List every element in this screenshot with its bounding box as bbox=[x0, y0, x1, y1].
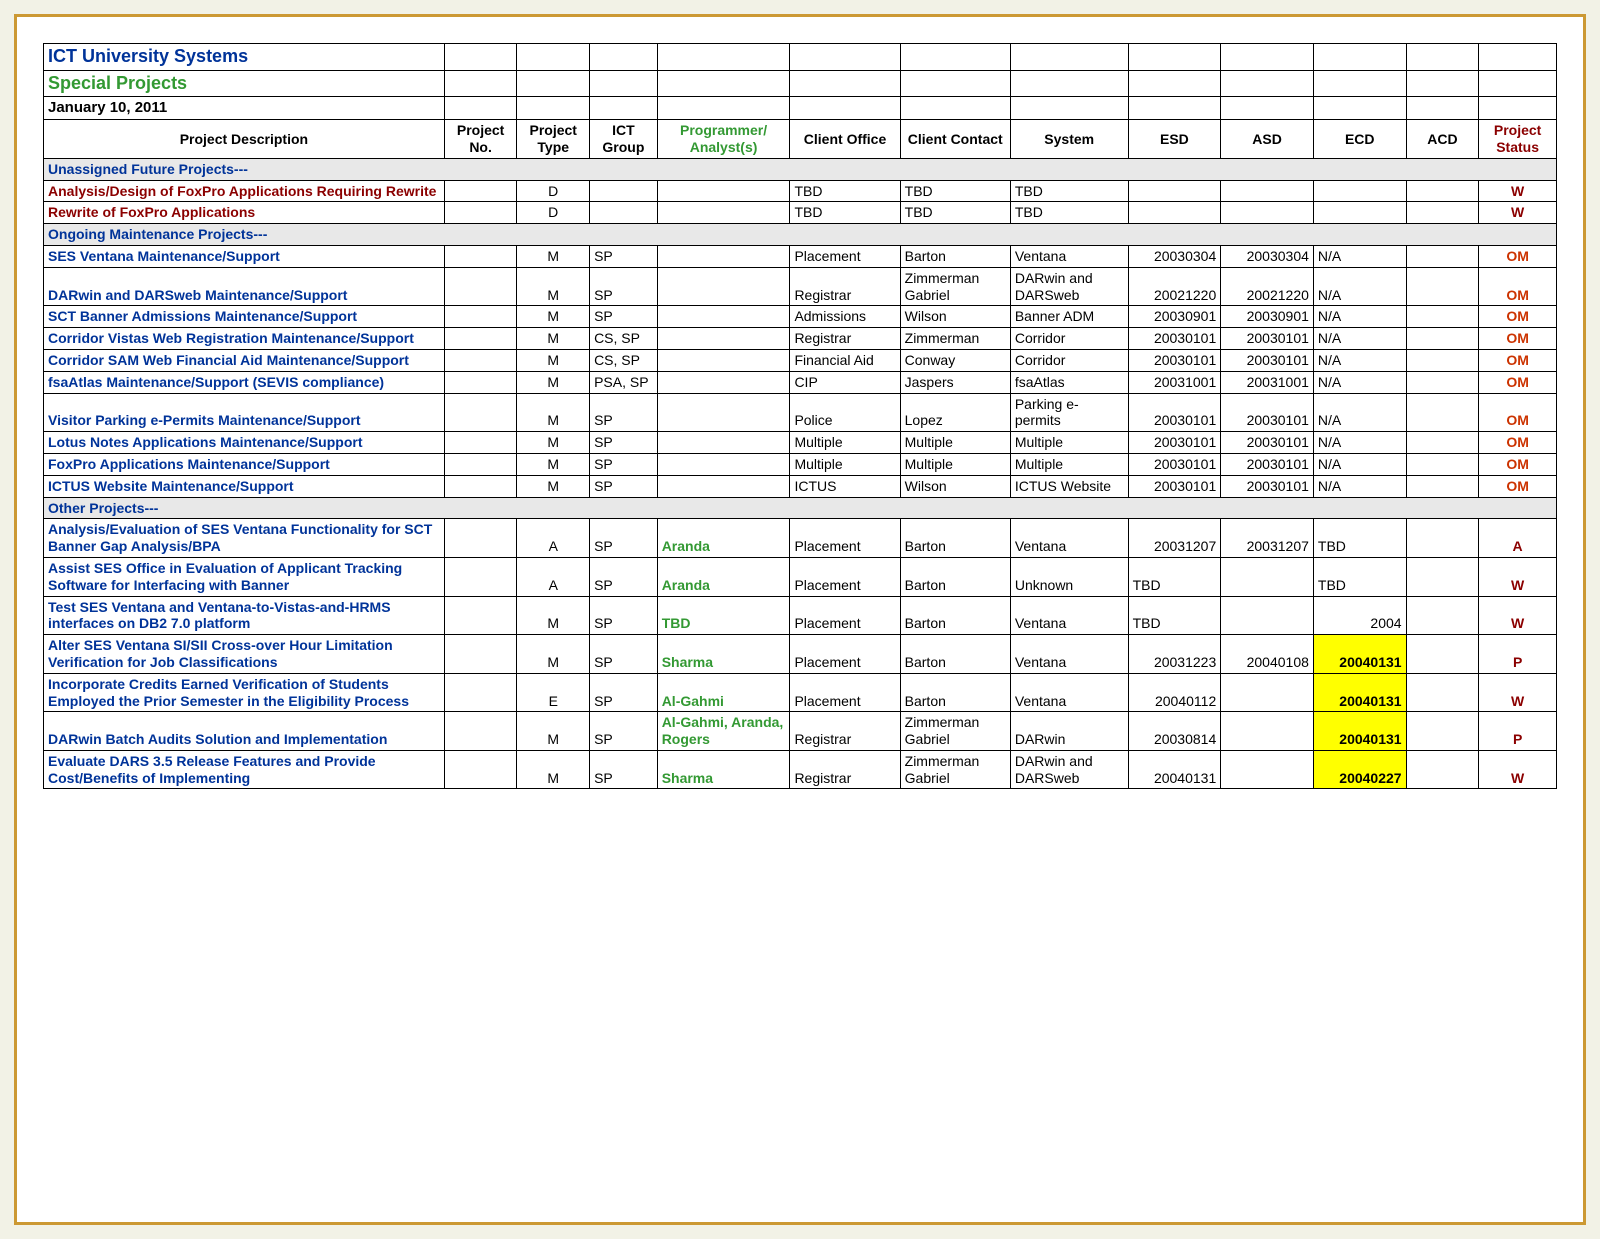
col-system: System bbox=[1010, 120, 1128, 159]
column-header-row: Project Description Project No. Project … bbox=[44, 120, 1557, 159]
col-asd: ASD bbox=[1221, 120, 1314, 159]
title-row-org: ICT University Systems bbox=[44, 44, 1557, 71]
table-row[interactable]: Test SES Ventana and Ventana-to-Vistas-a… bbox=[44, 596, 1557, 635]
special-title: Special Projects bbox=[44, 70, 445, 97]
table-row[interactable]: Analysis/Design of FoxPro Applications R… bbox=[44, 180, 1557, 202]
project-table: ICT University Systems Special Projects … bbox=[43, 43, 1557, 789]
table-row[interactable]: Rewrite of FoxPro Applications D TBD TBD… bbox=[44, 202, 1557, 224]
cell-status[interactable]: W bbox=[1479, 180, 1557, 202]
col-contact: Client Contact bbox=[900, 120, 1010, 159]
highlighted-ecd[interactable]: 20040131 bbox=[1313, 712, 1406, 751]
table-row[interactable]: Incorporate Credits Earned Verification … bbox=[44, 673, 1557, 712]
table-row[interactable]: FoxPro Applications Maintenance/Support … bbox=[44, 453, 1557, 475]
cell-desc[interactable]: SES Ventana Maintenance/Support bbox=[44, 245, 445, 267]
table-row[interactable]: DARwin Batch Audits Solution and Impleme… bbox=[44, 712, 1557, 751]
table-row[interactable]: Visitor Parking e-Permits Maintenance/Su… bbox=[44, 393, 1557, 432]
highlighted-ecd[interactable]: 20040131 bbox=[1313, 673, 1406, 712]
table-row[interactable]: Corridor SAM Web Financial Aid Maintenan… bbox=[44, 349, 1557, 371]
report-date: January 10, 2011 bbox=[44, 97, 445, 120]
cell-desc[interactable]: Analysis/Design of FoxPro Applications R… bbox=[44, 180, 445, 202]
table-row[interactable]: DARwin and DARSweb Maintenance/Support M… bbox=[44, 267, 1557, 306]
highlighted-ecd[interactable]: 20040227 bbox=[1313, 750, 1406, 789]
section-ongoing-label: Ongoing Maintenance Projects--- bbox=[44, 224, 1557, 246]
cell-ptype[interactable]: D bbox=[517, 202, 590, 224]
col-esd: ESD bbox=[1128, 120, 1221, 159]
col-ecd: ECD bbox=[1313, 120, 1406, 159]
cell-ptype[interactable]: D bbox=[517, 180, 590, 202]
cell-desc[interactable]: Rewrite of FoxPro Applications bbox=[44, 202, 445, 224]
table-row[interactable]: Analysis/Evaluation of SES Ventana Funct… bbox=[44, 519, 1557, 558]
cell-system[interactable]: TBD bbox=[1010, 180, 1128, 202]
spreadsheet-frame: ICT University Systems Special Projects … bbox=[14, 14, 1586, 1225]
table-row[interactable]: SES Ventana Maintenance/Support M SP Pla… bbox=[44, 245, 1557, 267]
section-ongoing: Ongoing Maintenance Projects--- bbox=[44, 224, 1557, 246]
col-ict: ICT Group bbox=[590, 120, 658, 159]
table-row[interactable]: Lotus Notes Applications Maintenance/Sup… bbox=[44, 432, 1557, 454]
col-desc: Project Description bbox=[44, 120, 445, 159]
title-row-date: January 10, 2011 bbox=[44, 97, 1557, 120]
org-title: ICT University Systems bbox=[44, 44, 445, 71]
table-row[interactable]: Evaluate DARS 3.5 Release Features and P… bbox=[44, 750, 1557, 789]
col-office: Client Office bbox=[790, 120, 900, 159]
col-prog: Programmer/ Analyst(s) bbox=[657, 120, 790, 159]
cell-office[interactable]: TBD bbox=[790, 202, 900, 224]
table-row[interactable]: fsaAtlas Maintenance/Support (SEVIS comp… bbox=[44, 371, 1557, 393]
cell-system[interactable]: TBD bbox=[1010, 202, 1128, 224]
col-pno: Project No. bbox=[444, 120, 517, 159]
cell-contact[interactable]: TBD bbox=[900, 202, 1010, 224]
col-acd: ACD bbox=[1406, 120, 1479, 159]
section-other: Other Projects--- bbox=[44, 497, 1557, 519]
section-other-label: Other Projects--- bbox=[44, 497, 1557, 519]
cell-status[interactable]: W bbox=[1479, 202, 1557, 224]
highlighted-ecd[interactable]: 20040131 bbox=[1313, 635, 1406, 674]
table-row[interactable]: ICTUS Website Maintenance/Support M SP I… bbox=[44, 475, 1557, 497]
section-unassigned: Unassigned Future Projects--- bbox=[44, 158, 1557, 180]
section-unassigned-label: Unassigned Future Projects--- bbox=[44, 158, 1557, 180]
table-row[interactable]: Corridor Vistas Web Registration Mainten… bbox=[44, 328, 1557, 350]
col-ptype: Project Type bbox=[517, 120, 590, 159]
table-row[interactable]: Alter SES Ventana SI/SII Cross-over Hour… bbox=[44, 635, 1557, 674]
table-row[interactable]: SCT Banner Admissions Maintenance/Suppor… bbox=[44, 306, 1557, 328]
col-status: Project Status bbox=[1479, 120, 1557, 159]
cell-contact[interactable]: TBD bbox=[900, 180, 1010, 202]
cell-office[interactable]: TBD bbox=[790, 180, 900, 202]
title-row-special: Special Projects bbox=[44, 70, 1557, 97]
table-row[interactable]: Assist SES Office in Evaluation of Appli… bbox=[44, 557, 1557, 596]
